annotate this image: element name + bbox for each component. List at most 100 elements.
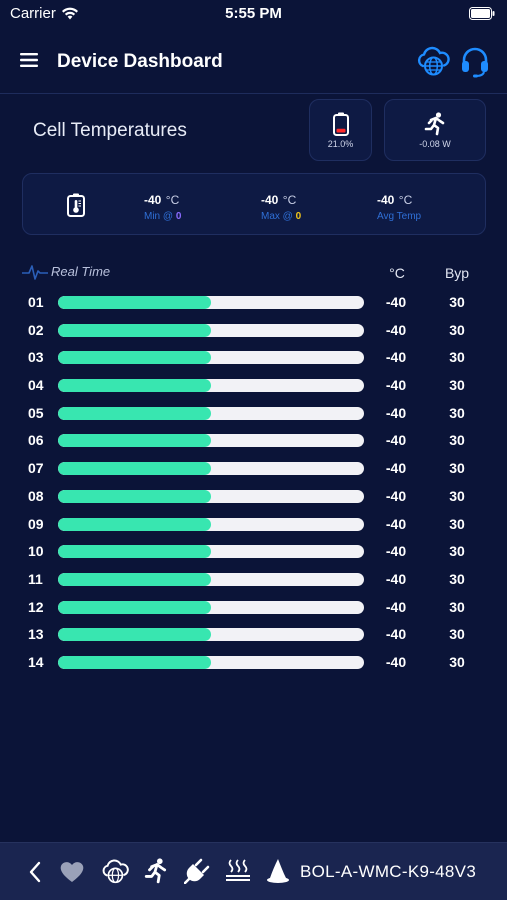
battery-thermometer-icon <box>67 193 85 217</box>
cell-number: 14 <box>28 653 44 670</box>
status-time: 5:55 PM <box>225 5 282 22</box>
cell-number: 08 <box>28 487 44 504</box>
cell-temperature-fill <box>58 489 211 503</box>
cell-temperature-fill <box>58 572 211 586</box>
max-stat: -40 °C Max @ 0 <box>261 191 301 222</box>
power-card[interactable]: -0.08 W <box>384 99 486 161</box>
avg-value: -40 <box>377 193 395 207</box>
cell-temperature-fill <box>58 434 211 448</box>
power-value: -0.08 W <box>419 139 451 149</box>
cell-bypass: 30 <box>449 487 465 504</box>
cell-number: 11 <box>28 570 43 587</box>
cell-number: 01 <box>28 294 44 310</box>
cell-row: 10 -40 30 <box>0 538 507 566</box>
wizard-hat-icon[interactable] <box>266 858 290 884</box>
bypass-column-header: Byp <box>444 265 470 281</box>
cell-temperature-fill <box>58 628 211 642</box>
cell-row: 12 -40 30 <box>0 594 507 622</box>
cell-temperature-bar <box>58 296 364 309</box>
hamburger-menu-icon[interactable] <box>20 52 38 68</box>
cell-bypass: 30 <box>449 349 465 366</box>
cell-number: 12 <box>28 598 44 615</box>
cell-bypass: 30 <box>449 653 465 670</box>
cell-row: 13 -40 30 <box>0 621 507 649</box>
cell-bypass: 30 <box>449 377 465 394</box>
cell-temperature: -40 <box>385 598 407 615</box>
cell-temperature-bar <box>58 545 364 559</box>
cell-temperature: -40 <box>385 626 407 643</box>
cell-temperature-fill <box>58 655 211 669</box>
cell-temperature-fill <box>58 379 211 393</box>
status-bar: Carrier 5:55 PM <box>0 0 507 28</box>
cell-bypass: 30 <box>449 570 465 587</box>
cell-bypass: 30 <box>449 321 465 338</box>
cell-bypass: 30 <box>449 626 465 643</box>
cell-temperature-fill <box>58 351 211 365</box>
cell-temperature-fill <box>58 517 211 531</box>
cell-row: 07 -40 30 <box>0 455 507 483</box>
carrier-group: Carrier <box>10 5 79 22</box>
avg-label: Avg Temp <box>377 211 422 222</box>
cell-temperature: -40 <box>385 404 407 421</box>
max-value: -40 <box>261 193 279 207</box>
cell-temperature-bar <box>58 489 364 503</box>
temperature-summary-card: -40 °C Min @ 0 -40 °C Max @ 0 -40 °C Avg… <box>22 173 486 235</box>
cloud-globe-icon[interactable] <box>416 46 450 78</box>
cell-row: 01 -40 30 <box>0 289 507 317</box>
cell-row: 09 -40 30 <box>0 511 507 539</box>
cell-bypass: 30 <box>449 543 465 560</box>
min-label: Min @ <box>144 211 174 222</box>
cell-temperature-fill <box>58 323 211 337</box>
section-title: Cell Temperatures <box>33 120 187 141</box>
cell-number: 13 <box>28 626 44 643</box>
running-icon[interactable] <box>143 858 169 884</box>
avg-stat: -40 °C Avg Temp <box>377 191 421 222</box>
cell-temperature: -40 <box>385 570 407 587</box>
cell-bypass: 30 <box>449 432 465 449</box>
cell-temperature: -40 <box>385 349 407 366</box>
headset-support-icon[interactable] <box>460 46 490 78</box>
page-title: Device Dashboard <box>57 51 223 72</box>
header-divider <box>0 93 507 94</box>
realtime-label: Real Time <box>51 264 111 279</box>
temp-column-header: °C <box>389 265 405 281</box>
cell-temperature: -40 <box>385 377 407 394</box>
max-unit: °C <box>282 193 297 207</box>
cell-number: 04 <box>28 377 44 394</box>
cell-temperature-bar <box>58 628 364 642</box>
cell-temperature-bar <box>58 572 364 586</box>
cell-bypass: 30 <box>449 404 465 421</box>
battery-card[interactable]: 21.0% <box>309 99 372 161</box>
min-unit: °C <box>165 193 180 207</box>
cell-temperature-fill <box>58 600 211 614</box>
cell-temperature-fill <box>58 296 211 309</box>
device-name: BOL-A-WMC-K9-48V3 <box>300 862 477 881</box>
cloud-globe-icon[interactable] <box>101 858 129 886</box>
cell-row: 08 -40 30 <box>0 483 507 511</box>
cell-number: 07 <box>28 460 44 477</box>
cell-temperature-bar <box>58 406 364 420</box>
plug-icon[interactable] <box>184 858 210 884</box>
running-icon <box>424 112 445 136</box>
carrier-label: Carrier <box>10 5 56 22</box>
cell-temperature-bar <box>58 655 364 669</box>
app-header: Device Dashboard <box>0 40 507 90</box>
heater-icon[interactable] <box>225 858 251 884</box>
cell-number: 02 <box>28 321 44 338</box>
cell-temperature: -40 <box>385 487 407 504</box>
min-stat: -40 °C Min @ 0 <box>144 191 181 222</box>
min-index: 0 <box>175 211 182 222</box>
back-chevron-icon[interactable] <box>28 861 42 883</box>
max-label: Max @ <box>261 211 293 222</box>
realtime-header: Real Time °C Byp <box>0 263 507 283</box>
cell-temperature: -40 <box>385 543 407 560</box>
cell-bypass: 30 <box>449 515 465 532</box>
cell-temperature: -40 <box>385 321 407 338</box>
cell-number: 10 <box>28 543 44 560</box>
cell-row: 11 -40 30 <box>0 566 507 594</box>
heart-icon[interactable] <box>59 860 85 884</box>
bottom-toolbar: BOL-A-WMC-K9-48V3 <box>0 842 507 900</box>
battery-level-icon <box>332 112 349 136</box>
cell-number: 05 <box>28 404 44 421</box>
status-battery-icon <box>469 7 495 20</box>
